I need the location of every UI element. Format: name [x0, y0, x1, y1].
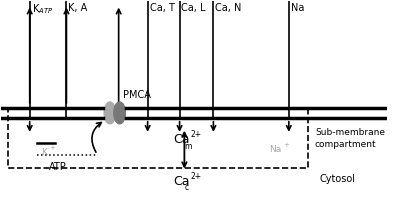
Text: Na: Na: [291, 3, 304, 13]
Text: m: m: [184, 142, 192, 151]
Text: Na: Na: [270, 145, 282, 154]
Text: K$_{ATP}$: K$_{ATP}$: [32, 3, 53, 16]
Text: +: +: [49, 145, 55, 151]
Text: Ca, N: Ca, N: [215, 3, 242, 13]
Bar: [8, 108, 308, 168]
Text: Ca, L: Ca, L: [182, 3, 206, 13]
Ellipse shape: [114, 102, 126, 124]
Text: ATP: ATP: [49, 162, 67, 171]
Text: Ca: Ca: [173, 175, 189, 188]
Text: +: +: [283, 142, 289, 148]
Text: Ca: Ca: [173, 133, 189, 146]
Text: c: c: [184, 183, 188, 192]
Text: 2+: 2+: [190, 172, 201, 181]
Text: K, A: K, A: [68, 3, 88, 13]
Ellipse shape: [104, 102, 116, 124]
Text: 2+: 2+: [190, 130, 201, 139]
Text: K: K: [41, 148, 47, 157]
Text: Ca, T: Ca, T: [150, 3, 174, 13]
Text: Sub-membrane
compartment: Sub-membrane compartment: [315, 128, 385, 148]
Text: PMCA: PMCA: [122, 90, 150, 100]
Text: Cytosol: Cytosol: [320, 174, 356, 185]
